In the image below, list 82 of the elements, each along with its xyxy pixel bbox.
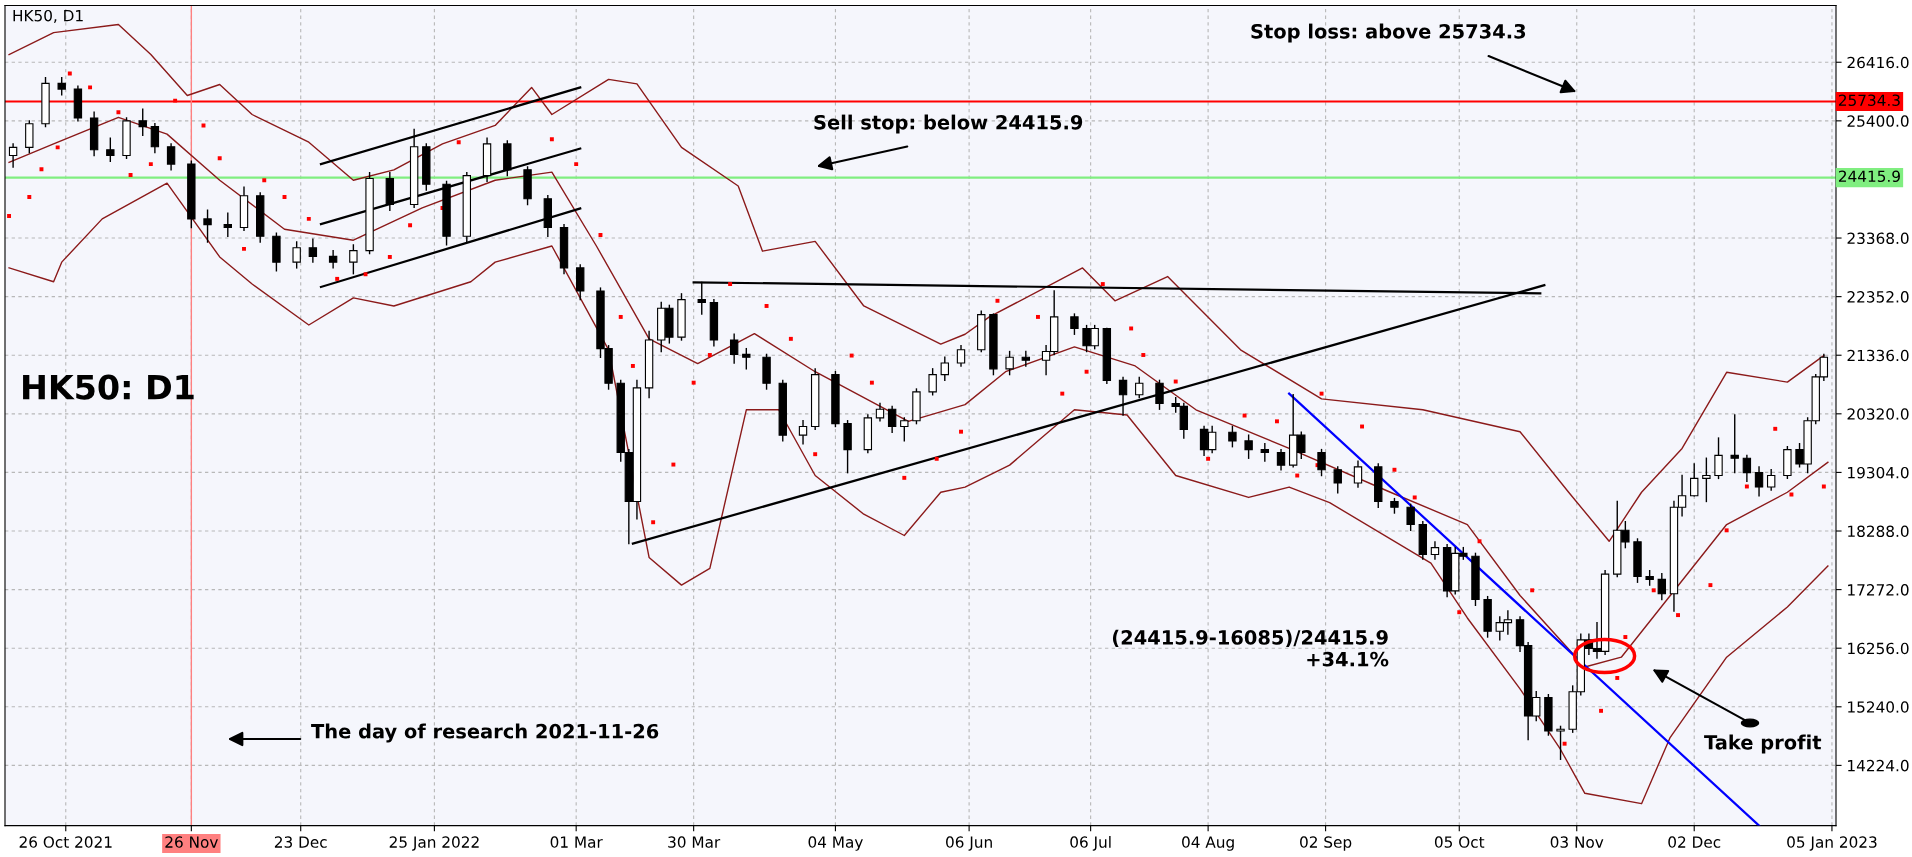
candlestick — [1155, 379, 1164, 410]
x-tick-label: 03 Nov — [1550, 836, 1604, 848]
ref-line-label: 25734.3 — [1838, 94, 1900, 106]
ref-line-label: 24415.9 — [1838, 170, 1900, 183]
candlestick — [349, 244, 358, 275]
candlestick — [1276, 448, 1286, 471]
line-series — [8, 182, 1829, 805]
candlestick — [1714, 437, 1723, 480]
y-tick-label: 20320.0 — [1847, 408, 1909, 420]
x-tick-label: 04 May — [808, 836, 863, 851]
x-tick-label: 06 Jul — [1070, 836, 1111, 851]
y-tick-label: 15240.0 — [1848, 701, 1909, 713]
annotation: (24415.9-16085)/24415.9 +34.1% — [1112, 629, 1389, 667]
x-tick-label: 23 Dec — [274, 836, 327, 848]
y-tick-label: 21336.0 — [1847, 349, 1909, 362]
x-tick-label: 30 Mar — [668, 836, 721, 848]
candlestick — [1021, 350, 1031, 367]
x-tick-label: 26 Nov — [165, 836, 218, 848]
candlestick — [1690, 463, 1699, 497]
x-tick-label: 25 Jan 2022 — [389, 836, 479, 851]
candlestick — [928, 368, 937, 396]
candlestick — [292, 241, 301, 269]
candlestick — [900, 417, 909, 442]
y-tick-label: 17272.0 — [1848, 584, 1909, 596]
candlestick — [1118, 376, 1128, 416]
candlestick — [150, 123, 160, 154]
candlestick — [1228, 425, 1237, 448]
y-tick-label: 22352.0 — [1847, 291, 1909, 303]
candlestick — [1005, 350, 1014, 376]
candlestick — [940, 356, 950, 382]
candlestick — [1742, 454, 1752, 482]
y-tick-label: 23368.0 — [1847, 232, 1909, 245]
candlestick — [203, 209, 212, 243]
candlestick — [742, 347, 751, 370]
candlestick — [1244, 434, 1253, 459]
candlestick — [1070, 313, 1079, 335]
y-tick-label: 18288.0 — [1848, 525, 1909, 538]
candlestick — [1556, 725, 1565, 760]
candlestick — [223, 212, 232, 237]
x-tick-label: 01 Mar — [550, 836, 603, 848]
x-tick-label: 05 Jan 2023 — [1787, 836, 1877, 851]
candlestick — [138, 108, 147, 136]
x-tick-label: 05 Oct — [1434, 836, 1485, 848]
candlestick — [25, 120, 34, 154]
candlestick — [166, 143, 176, 171]
candlestick — [1333, 466, 1342, 494]
candlestick — [1260, 443, 1270, 462]
annotation: HK50, D1 — [13, 9, 83, 23]
candlestick — [1353, 460, 1363, 488]
candlestick — [1430, 541, 1440, 560]
candlestick — [106, 137, 115, 162]
candlestick — [1135, 376, 1144, 399]
candlestick — [8, 143, 18, 168]
y-tick-label: 16256.0 — [1848, 642, 1909, 655]
annotation: Stop loss: above 25734.3 — [1251, 23, 1526, 43]
line-series — [8, 116, 1829, 668]
annotation: HK50: D1 — [23, 374, 194, 400]
x-tick-label: 02 Sep — [1300, 836, 1352, 851]
candlestick — [328, 249, 338, 269]
candlestick — [576, 264, 585, 301]
y-tick-label: 14224.0 — [1848, 759, 1909, 772]
annotation: The day of research 2021-11-26 — [311, 723, 659, 743]
candlestick — [729, 333, 739, 364]
x-tick-label: 06 Jun — [946, 836, 992, 851]
y-tick-label: 19304.0 — [1848, 466, 1909, 479]
annotation: Take profit — [1704, 734, 1822, 754]
candlestick — [1702, 457, 1711, 503]
candlestick — [1657, 572, 1667, 601]
x-tick-label: 04 Aug — [1182, 836, 1234, 851]
candlestick — [1754, 466, 1764, 497]
candlestick — [1730, 414, 1739, 474]
y-tick-label: 25400.0 — [1847, 115, 1909, 127]
x-tick-label: 02 Dec — [1668, 836, 1721, 848]
candlestick — [887, 405, 897, 433]
x-tick-label: 26 Oct 2021 — [19, 836, 112, 848]
y-tick-label: 26416.0 — [1847, 56, 1909, 69]
candlestick — [1406, 503, 1415, 532]
candlestick — [1766, 469, 1776, 491]
candlestick — [798, 420, 808, 445]
candlestick — [956, 345, 966, 367]
annotation: Sell stop: below 24415.9 — [814, 114, 1083, 134]
candlestick — [308, 238, 318, 263]
